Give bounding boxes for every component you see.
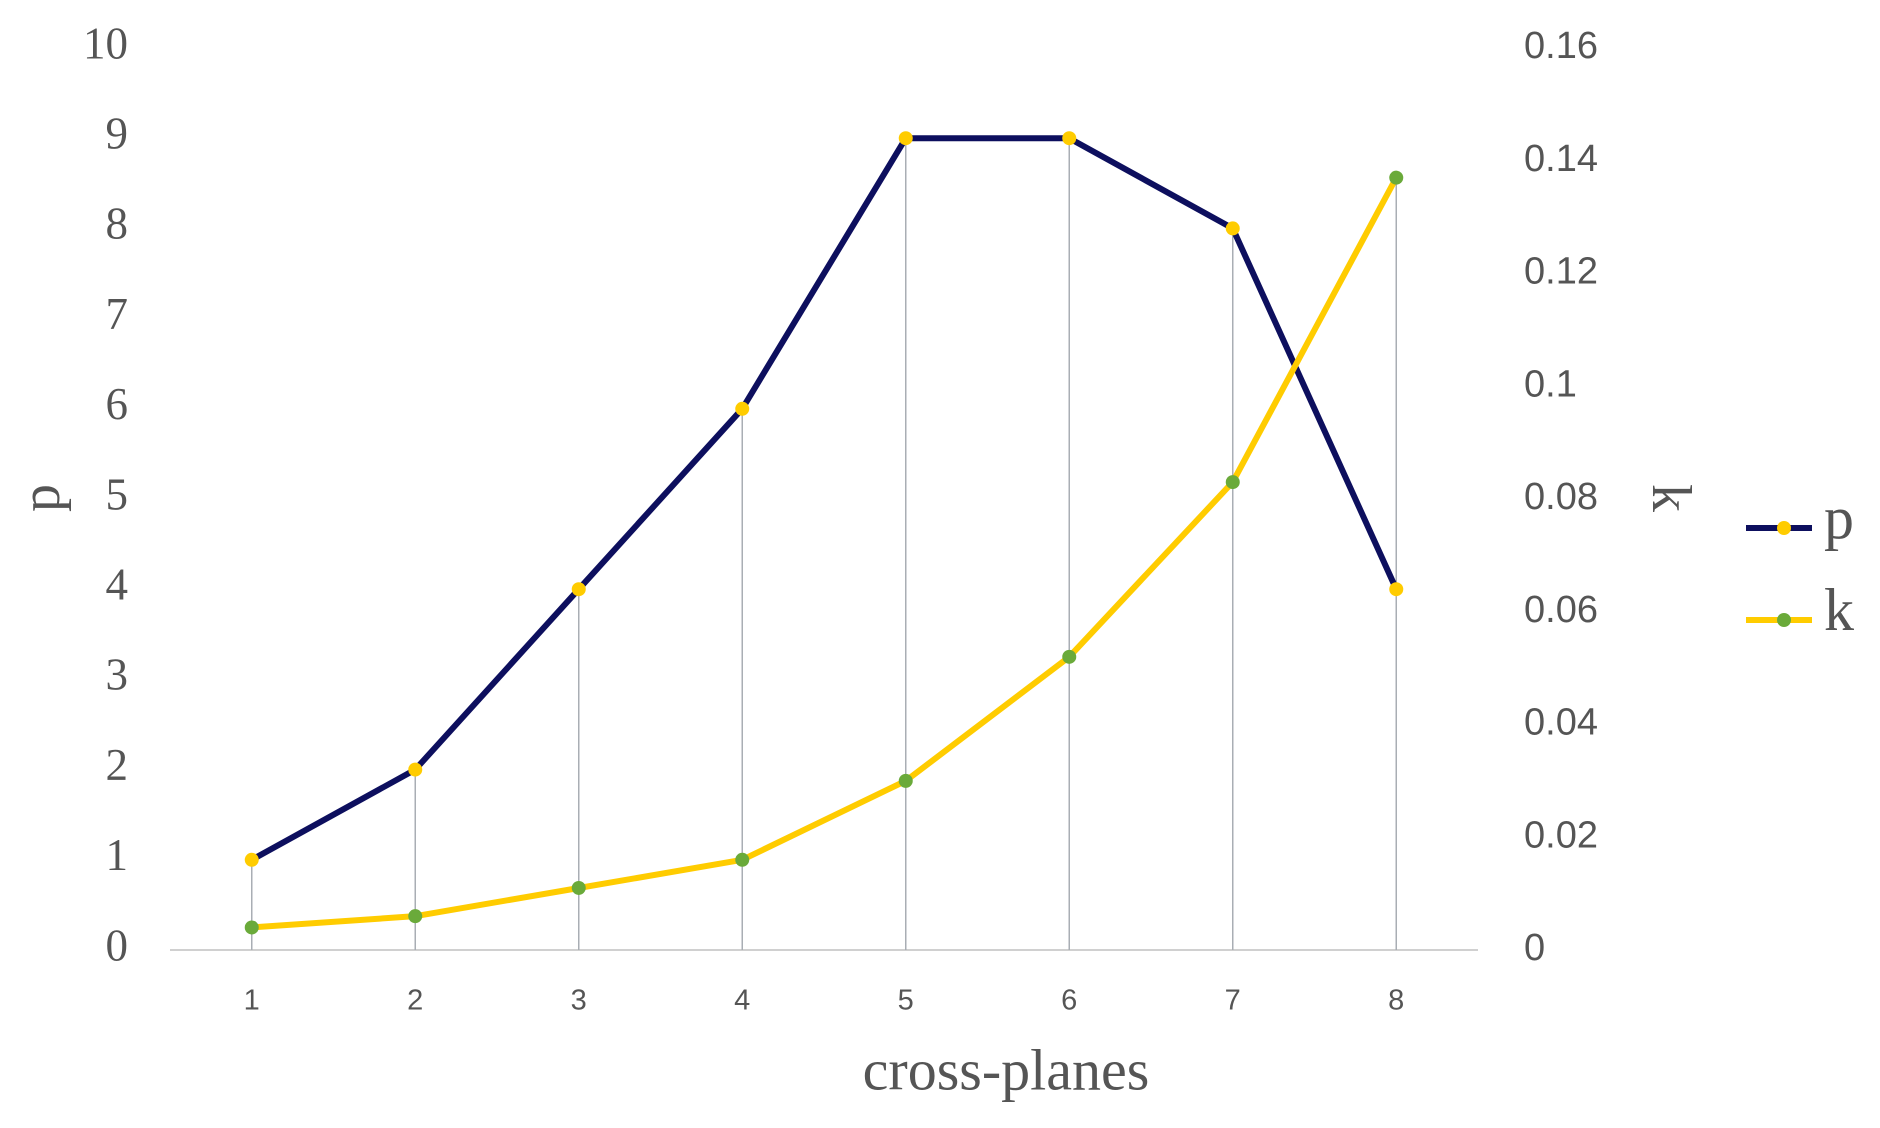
y-tick-label: 2 [106, 740, 129, 790]
y-tick-label: 9 [106, 109, 129, 159]
point [571, 880, 586, 895]
y-tick-label: 7 [106, 289, 129, 339]
y-tick-label: 4 [106, 560, 129, 610]
point [1389, 582, 1404, 597]
legend-label: k [1824, 577, 1854, 643]
y2-tick-label: 0.06 [1524, 589, 1598, 631]
y2-tick-label: 0.08 [1524, 476, 1598, 518]
point [408, 762, 423, 777]
y-tick-label: 1 [106, 830, 129, 880]
y-tick-label: 8 [106, 199, 129, 249]
point [735, 401, 750, 416]
x-tick-label: 2 [407, 985, 423, 1017]
legend-marker [1777, 613, 1791, 627]
point [898, 131, 913, 146]
x-tick-label: 7 [1225, 985, 1241, 1017]
legend-label: p [1824, 485, 1854, 551]
point [1062, 131, 1077, 146]
x-tick-label: 5 [898, 985, 914, 1017]
x-axis-title: cross-planes [863, 1037, 1150, 1102]
point [1225, 221, 1240, 236]
y-tick-label: 5 [106, 469, 129, 519]
y2-tick-label: 0.12 [1524, 251, 1598, 293]
point [1062, 649, 1077, 664]
y-tick-label: 0 [106, 920, 129, 970]
y2-tick-label: 0.16 [1524, 25, 1598, 67]
y2-tick-label: 0 [1524, 927, 1545, 969]
y2-tick-label: 0.1 [1524, 363, 1577, 405]
y-axis-title: p [10, 484, 72, 512]
x-tick-label: 4 [734, 985, 750, 1017]
point [1389, 170, 1404, 185]
point [898, 773, 913, 788]
point [244, 852, 259, 867]
x-tick-label: 3 [571, 985, 587, 1017]
x-tick-label: 8 [1388, 985, 1404, 1017]
legend-marker [1777, 521, 1791, 535]
y2-axis-title: k [1640, 484, 1702, 512]
y2-tick-label: 0.04 [1524, 702, 1598, 744]
point [408, 909, 423, 924]
point [735, 852, 750, 867]
series-line [251, 176, 1399, 931]
point [244, 920, 259, 935]
point [1225, 475, 1240, 490]
y-tick-label: 3 [106, 650, 129, 700]
point [571, 582, 586, 597]
x-tick-label: 6 [1061, 985, 1077, 1017]
series-line [250, 135, 1399, 863]
y2-tick-label: 0.02 [1524, 814, 1598, 856]
y-tick-label: 6 [106, 379, 129, 429]
x-tick-label: 1 [244, 985, 260, 1017]
y2-tick-label: 0.14 [1524, 138, 1598, 180]
y-tick-label: 10 [83, 18, 128, 68]
